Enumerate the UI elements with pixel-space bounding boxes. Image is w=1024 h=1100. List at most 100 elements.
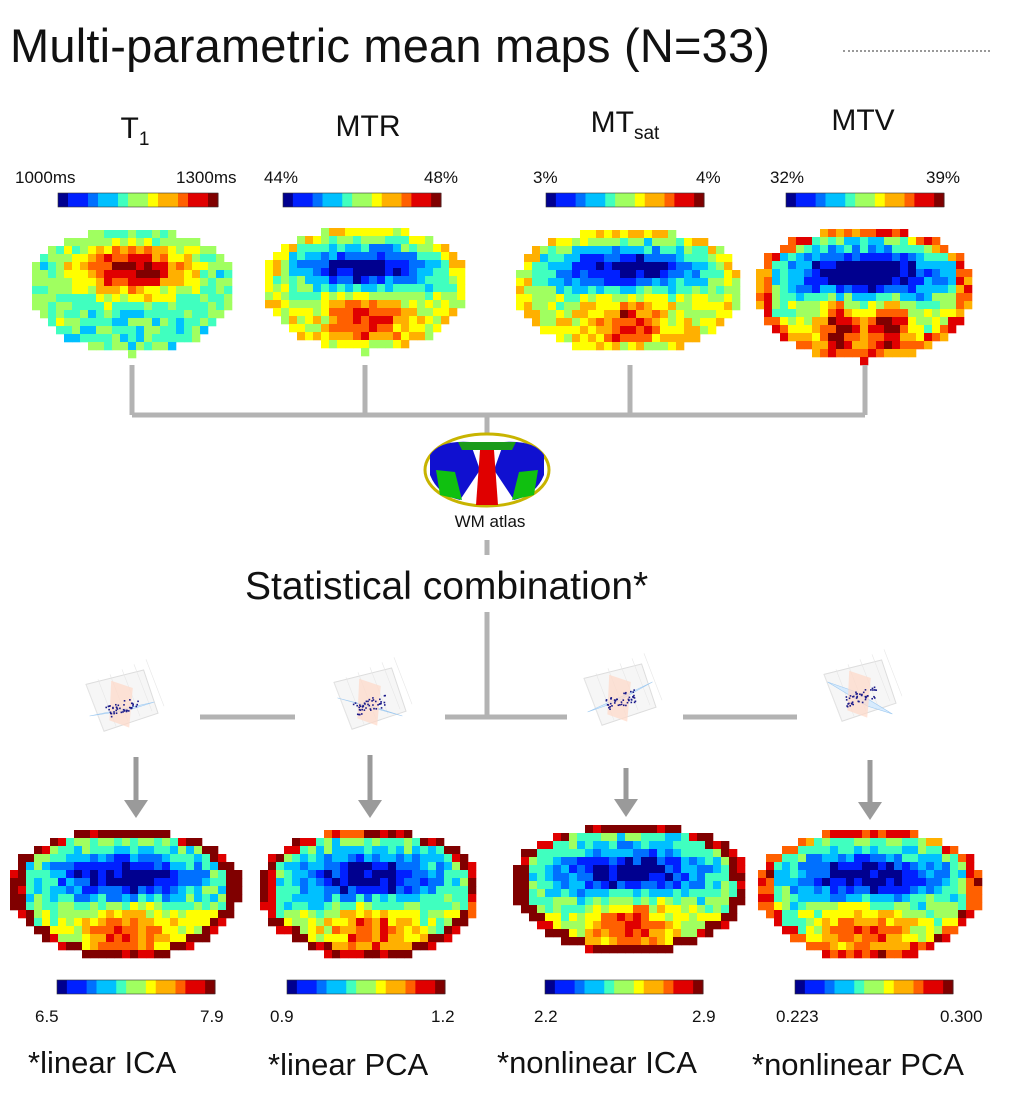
map-pixel bbox=[886, 902, 895, 911]
map-pixel bbox=[886, 950, 895, 959]
map-pixel bbox=[724, 302, 733, 311]
map-pixel bbox=[412, 846, 421, 855]
map-pixel bbox=[918, 942, 927, 951]
map-pixel bbox=[130, 870, 139, 879]
map-pixel bbox=[822, 926, 831, 935]
map-pixel bbox=[348, 838, 357, 847]
map-pixel bbox=[806, 838, 815, 847]
map-pixel bbox=[764, 285, 773, 294]
map-pixel bbox=[564, 326, 573, 335]
map-pixel bbox=[660, 318, 669, 327]
map-pixel bbox=[798, 862, 807, 871]
map-pixel bbox=[668, 334, 677, 343]
map-pixel bbox=[168, 230, 177, 239]
map-pixel bbox=[788, 245, 797, 254]
map-pixel bbox=[676, 326, 685, 335]
map-pixel bbox=[852, 277, 861, 286]
map-pixel bbox=[958, 918, 967, 927]
map-pixel bbox=[380, 830, 389, 839]
map-pixel bbox=[782, 926, 791, 935]
map-pixel bbox=[348, 942, 357, 951]
map-pixel bbox=[436, 870, 445, 879]
map-pixel bbox=[393, 300, 402, 309]
map-pixel bbox=[716, 310, 725, 319]
map-pixel bbox=[321, 276, 330, 285]
map-pixel bbox=[361, 252, 370, 261]
map-pixel bbox=[396, 934, 405, 943]
map-pixel bbox=[577, 913, 586, 922]
map-pixel bbox=[641, 889, 650, 898]
map-pixel bbox=[74, 862, 83, 871]
map-pixel bbox=[910, 934, 919, 943]
map-pixel bbox=[572, 302, 581, 311]
map-pixel bbox=[425, 268, 434, 277]
map-pixel bbox=[441, 268, 450, 277]
map-pixel bbox=[72, 270, 81, 279]
map-pixel bbox=[114, 942, 123, 951]
map-pixel bbox=[617, 833, 626, 842]
map-pixel bbox=[596, 246, 605, 255]
map-pixel bbox=[234, 878, 243, 887]
map-pixel bbox=[356, 854, 365, 863]
colorbar-segment bbox=[58, 193, 69, 207]
map-pixel bbox=[58, 934, 67, 943]
map-pixel bbox=[588, 302, 597, 311]
map-pixel bbox=[106, 918, 115, 927]
map-pixel bbox=[152, 238, 161, 247]
map-pixel bbox=[297, 324, 306, 333]
map-pixel bbox=[308, 846, 317, 855]
map-pixel bbox=[684, 310, 693, 319]
map-pixel bbox=[420, 878, 429, 887]
map-pixel bbox=[364, 926, 373, 935]
map-pixel bbox=[321, 260, 330, 269]
map-pixel bbox=[641, 873, 650, 882]
map-pixel bbox=[532, 310, 541, 319]
map-pixel bbox=[796, 317, 805, 326]
map-pixel bbox=[854, 878, 863, 887]
map-pixel bbox=[798, 894, 807, 903]
map-pixel bbox=[926, 870, 935, 879]
map-pixel bbox=[226, 902, 235, 911]
map-pixel bbox=[852, 301, 861, 310]
map-pixel bbox=[804, 309, 813, 318]
colorbar-segment bbox=[624, 980, 635, 994]
map-pixel bbox=[862, 886, 871, 895]
map-pixel bbox=[564, 278, 573, 287]
map-pixel bbox=[780, 285, 789, 294]
map-pixel bbox=[822, 830, 831, 839]
map-pixel bbox=[417, 292, 426, 301]
map-pixel bbox=[585, 937, 594, 946]
map-pixel bbox=[226, 910, 235, 919]
map-pixel bbox=[313, 244, 322, 253]
map-pixel bbox=[814, 902, 823, 911]
map-pixel bbox=[449, 276, 458, 285]
map-pixel bbox=[50, 894, 59, 903]
map-pixel bbox=[210, 854, 219, 863]
map-pixel bbox=[884, 253, 893, 262]
map-pixel bbox=[641, 857, 650, 866]
scatter-point bbox=[368, 704, 371, 707]
map-pixel bbox=[812, 309, 821, 318]
map-pixel bbox=[724, 270, 733, 279]
map-pixel bbox=[380, 854, 389, 863]
map-pixel bbox=[716, 270, 725, 279]
scatter-point bbox=[109, 711, 112, 714]
map-pixel bbox=[34, 918, 43, 927]
map-pixel bbox=[316, 870, 325, 879]
map-pixel bbox=[828, 269, 837, 278]
map-pixel bbox=[878, 854, 887, 863]
map-pixel bbox=[788, 325, 797, 334]
map-pixel bbox=[878, 886, 887, 895]
map-pixel bbox=[353, 276, 362, 285]
map-pixel bbox=[940, 293, 949, 302]
map-pixel bbox=[420, 862, 429, 871]
colorbar-segment bbox=[814, 980, 826, 994]
map-pixel bbox=[369, 340, 378, 349]
map-pixel bbox=[152, 286, 161, 295]
map-pixel bbox=[884, 237, 893, 246]
map-pixel bbox=[713, 841, 722, 850]
map-pixel bbox=[329, 252, 338, 261]
map-pixel bbox=[681, 833, 690, 842]
map-pixel bbox=[128, 302, 137, 311]
map-pixel bbox=[96, 230, 105, 239]
